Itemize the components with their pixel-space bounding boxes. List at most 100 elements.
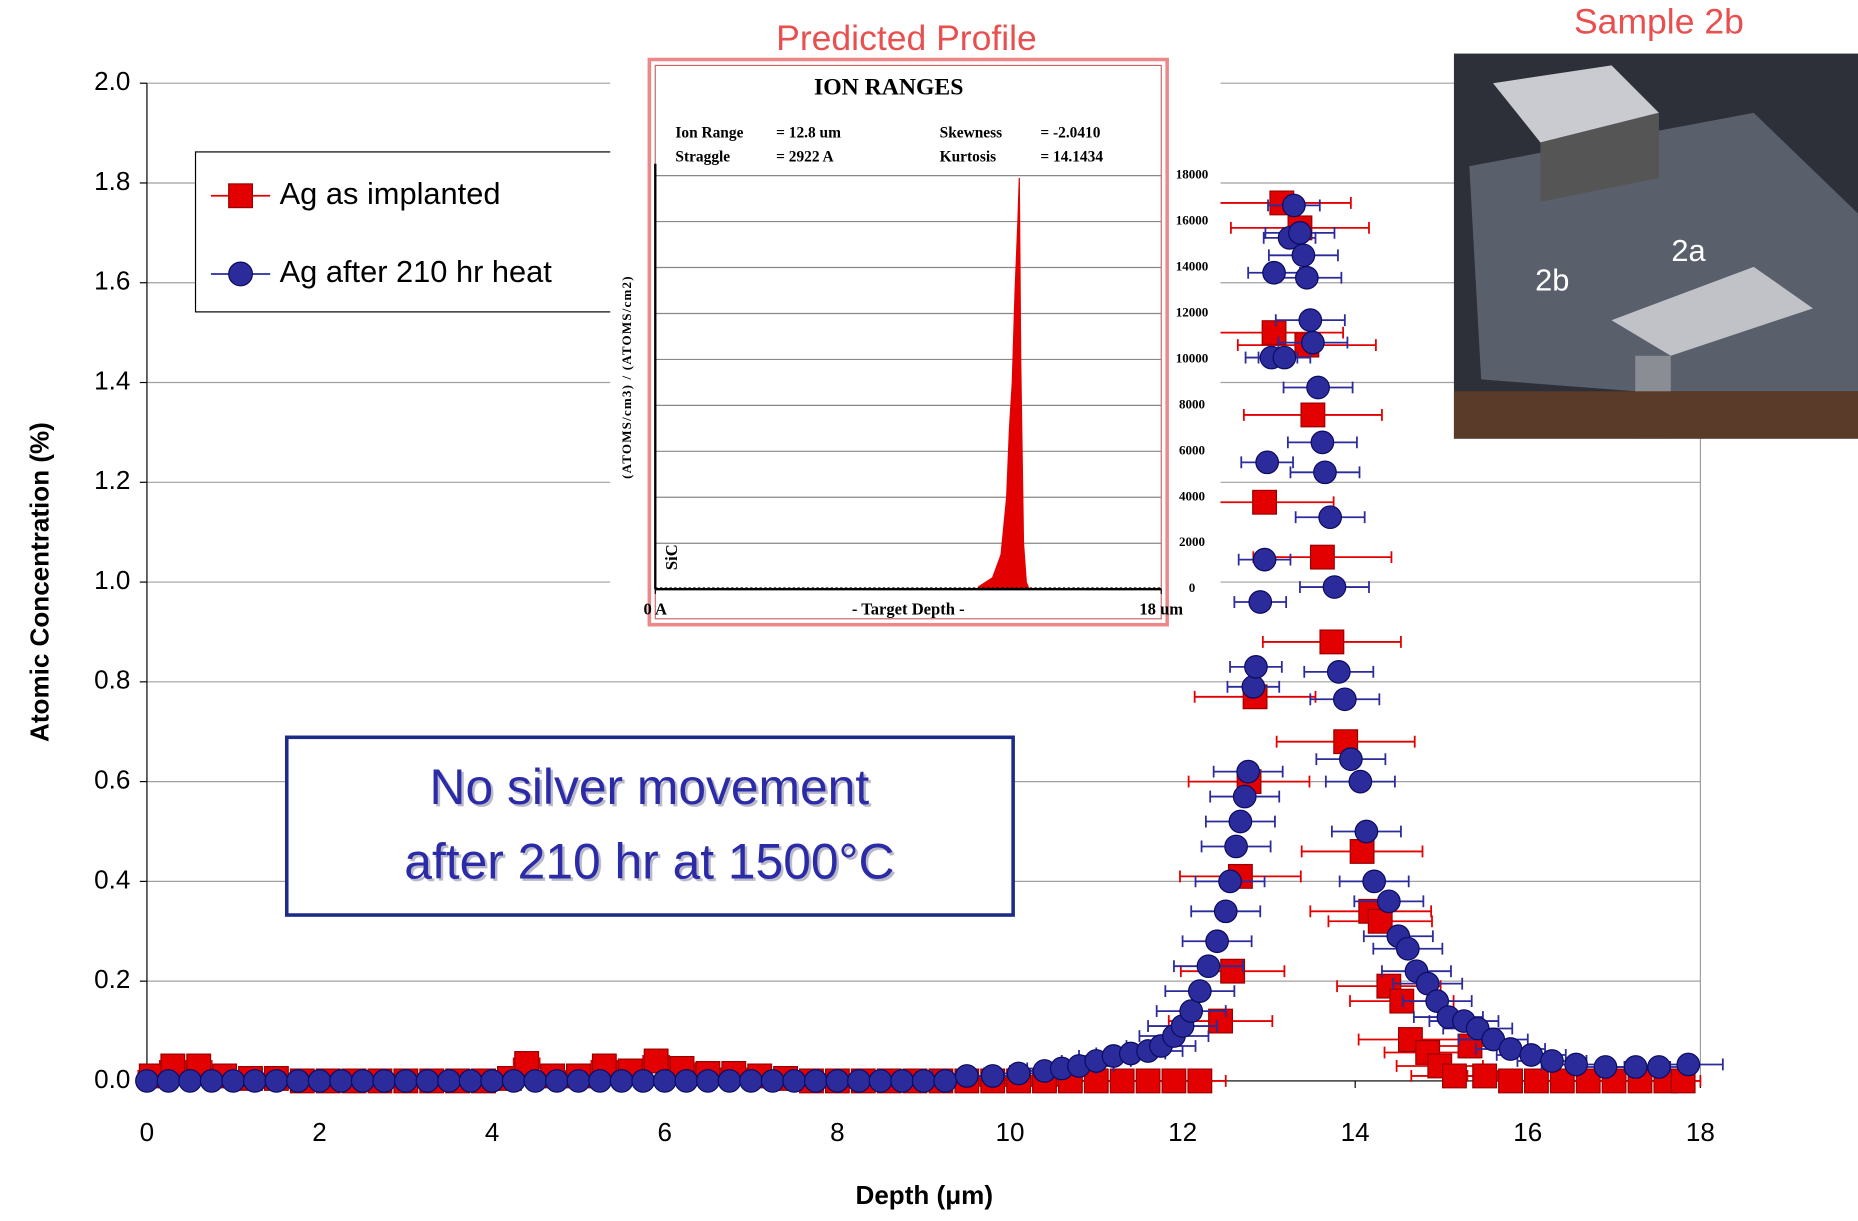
y-tick-label: 0.6 <box>94 764 130 794</box>
marker <box>1228 809 1253 834</box>
marker <box>1313 460 1337 485</box>
marker <box>1291 243 1316 268</box>
marker <box>221 1069 246 1093</box>
marker <box>135 1069 159 1093</box>
marker <box>1224 834 1248 859</box>
marker <box>1575 1068 1601 1094</box>
marker <box>1301 330 1325 355</box>
photo: Sample 2b 2a 2b <box>1453 1 1858 439</box>
y-tick-label: 1.6 <box>94 266 130 296</box>
marker <box>1218 869 1242 894</box>
y-tick-label: 1.2 <box>94 465 130 495</box>
stat-value: = 2922 A <box>776 148 834 165</box>
y-tick-label: 16000 <box>1176 213 1209 228</box>
marker <box>1220 958 1246 984</box>
marker <box>1261 320 1287 346</box>
marker <box>501 1069 526 1093</box>
marker <box>696 1069 720 1093</box>
x-tick-label: 14 <box>1341 1117 1370 1147</box>
photo-block <box>1493 65 1659 143</box>
inset-title: ION RANGES <box>814 75 963 101</box>
marker <box>178 1069 202 1093</box>
marker <box>1472 1063 1498 1089</box>
marker <box>1252 547 1277 572</box>
marker <box>458 1069 483 1093</box>
marker <box>1213 899 1238 924</box>
x-tick-label: 8 <box>830 1117 845 1147</box>
x-tick-label: 12 <box>1168 1117 1197 1147</box>
marker <box>1187 1068 1213 1094</box>
marker <box>1241 674 1266 699</box>
marker <box>868 1069 893 1093</box>
marker <box>1564 1052 1588 1077</box>
marker <box>1322 575 1347 599</box>
profile-area <box>977 177 1031 590</box>
y-tick-label: 18000 <box>1176 167 1209 182</box>
marker <box>286 1069 310 1093</box>
y-tick-label: 14000 <box>1176 259 1209 274</box>
marker <box>631 1069 656 1093</box>
y-tick-label: 4000 <box>1179 488 1206 503</box>
marker <box>1298 308 1323 333</box>
marker <box>1310 430 1335 455</box>
marker <box>1244 655 1268 679</box>
y-tick-label: 2000 <box>1179 534 1206 549</box>
stat-name: Kurtosis <box>940 148 996 165</box>
marker <box>1519 1043 1544 1067</box>
y-tick-label: 12000 <box>1176 304 1209 319</box>
y-tick-label: 0 <box>1189 580 1196 595</box>
stat-value: = 14.1434 <box>1040 148 1103 165</box>
marker <box>609 1069 634 1093</box>
y-tick-label: 8000 <box>1179 396 1206 411</box>
marker <box>228 183 253 209</box>
y-tick-label: 6000 <box>1179 442 1206 457</box>
marker <box>1300 402 1326 428</box>
x-tick-label: 18 <box>1686 1117 1715 1147</box>
marker <box>911 1069 936 1093</box>
marker <box>523 1069 548 1093</box>
marker <box>782 1069 807 1093</box>
marker <box>1109 1068 1135 1094</box>
marker <box>954 1064 979 1088</box>
marker <box>1272 345 1297 370</box>
marker <box>1006 1061 1031 1086</box>
marker <box>588 1069 612 1093</box>
marker <box>1339 747 1363 772</box>
x-tick-label: 18 um <box>1139 599 1183 618</box>
y-tick-label: 0.4 <box>94 864 130 894</box>
legend: Ag as implanted Ag after 210 hr heat <box>194 151 617 313</box>
x-axis-title: Depth (μm) <box>856 1180 993 1210</box>
annotation: after 210 hr at 1500°C <box>404 833 894 889</box>
y-tick-label: 2.0 <box>94 66 130 96</box>
marker <box>1332 687 1357 712</box>
marker <box>1252 489 1278 515</box>
marker <box>329 1069 353 1093</box>
marker <box>1348 769 1373 794</box>
annotation: No silver movement <box>430 759 870 815</box>
x-tick-label: 10 <box>995 1117 1024 1147</box>
y-axis-title: Atomic Concentration (%) <box>24 422 54 742</box>
marker <box>1295 265 1319 290</box>
marker <box>1208 1008 1233 1034</box>
marker <box>803 1069 828 1093</box>
x-tick-label: 0 <box>140 1117 155 1147</box>
y-tick-label: 0.8 <box>94 665 130 695</box>
marker <box>1498 1068 1523 1094</box>
y-axis-title: (ATOMS/cm3) / (ATOMS/cm2) <box>619 275 634 479</box>
marker <box>480 1069 504 1093</box>
marker <box>566 1069 591 1093</box>
marker <box>1319 629 1345 655</box>
marker <box>242 1069 267 1093</box>
marker <box>156 1069 181 1093</box>
marker <box>1362 869 1387 894</box>
photo-block <box>1611 266 1813 356</box>
marker <box>1135 1068 1161 1094</box>
marker <box>1540 1049 1564 1073</box>
x-tick-label: 16 <box>1513 1117 1542 1147</box>
marker <box>350 1069 375 1093</box>
stat-name: Skewness <box>940 125 1002 142</box>
marker <box>1205 929 1229 954</box>
marker <box>199 1069 224 1093</box>
